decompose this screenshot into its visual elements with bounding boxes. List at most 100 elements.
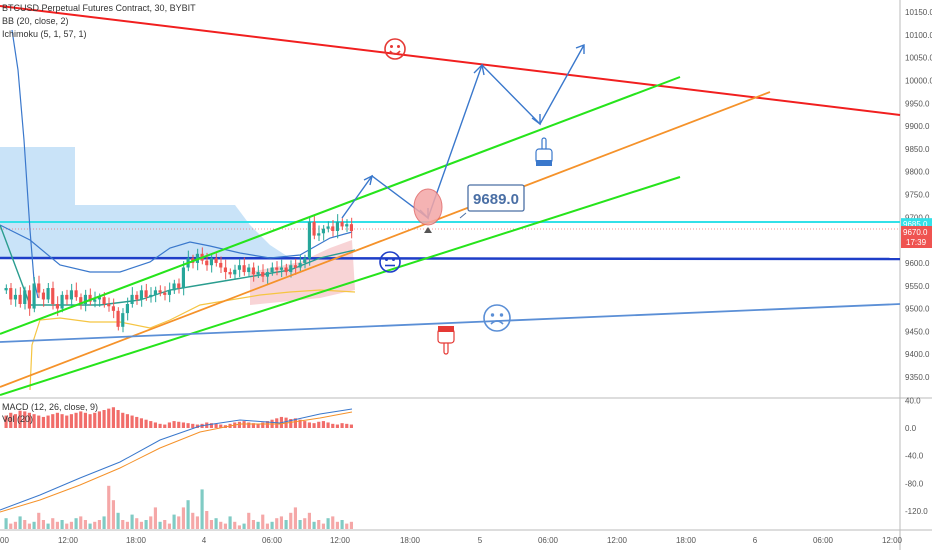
candle-body bbox=[261, 272, 265, 277]
time-tick-label: 18:00 bbox=[400, 536, 421, 545]
volume-bar bbox=[317, 520, 321, 529]
macd-histogram-bar bbox=[18, 410, 22, 428]
symbol-legend: BTCUSD Perpetual Futures Contract, 30, B… bbox=[2, 3, 196, 13]
volume-bar bbox=[116, 512, 120, 529]
channel-upper-line bbox=[0, 76, 681, 335]
volume-bar bbox=[144, 520, 148, 529]
macd-histogram-bar bbox=[111, 407, 115, 428]
price-tick-label: 9850.0 bbox=[905, 145, 930, 154]
candle-body bbox=[214, 258, 218, 263]
time-tick-label: 18:00 bbox=[126, 536, 147, 545]
candle-body bbox=[107, 304, 111, 307]
macd-histogram-bar bbox=[331, 423, 335, 428]
vol-legend: Vol (20) bbox=[2, 414, 34, 424]
candle-body bbox=[340, 221, 344, 227]
macd-histogram-bar bbox=[88, 414, 92, 428]
volume-bar bbox=[51, 518, 55, 529]
horizontal-blue-line bbox=[0, 256, 901, 261]
candle-body bbox=[209, 258, 213, 266]
volume-bar bbox=[153, 507, 157, 529]
macd-histogram-bar bbox=[298, 419, 302, 428]
macd-histogram-bar bbox=[349, 424, 353, 428]
macd-histogram-bar bbox=[51, 414, 55, 428]
candle-body bbox=[205, 260, 209, 266]
volume-bar bbox=[279, 516, 283, 529]
candle-body bbox=[18, 294, 22, 304]
macd-histogram-bar bbox=[125, 414, 129, 428]
price-axis: 10150.0 10100.0 10050.0 10000.0 9950.0 9900.0… bbox=[901, 8, 932, 516]
candle-body bbox=[13, 294, 17, 300]
candle-body bbox=[116, 310, 120, 327]
macd-tick-label: -40.0 bbox=[905, 452, 924, 461]
candle-body bbox=[9, 288, 13, 300]
macd-histogram-bar bbox=[209, 423, 213, 428]
volume-bar bbox=[275, 518, 279, 529]
volume-bar bbox=[107, 485, 111, 529]
candle-body bbox=[303, 258, 307, 263]
price-tick-label: 9900.0 bbox=[905, 122, 930, 131]
macd-histogram-bar bbox=[214, 423, 218, 428]
macd-histogram-bar bbox=[345, 423, 349, 428]
macd-histogram-bar bbox=[251, 423, 255, 428]
volume-bar bbox=[23, 520, 27, 529]
candle-body bbox=[130, 294, 134, 304]
macd-histogram-bar bbox=[163, 424, 167, 428]
volume-bar bbox=[335, 521, 339, 529]
volume-bar bbox=[340, 520, 344, 529]
macd-histogram-bar bbox=[335, 424, 339, 428]
candle-body bbox=[74, 290, 78, 298]
price-tick-label: 9600.0 bbox=[905, 259, 930, 268]
candle-body bbox=[163, 292, 167, 295]
volume-bar bbox=[41, 520, 45, 529]
candle-body bbox=[307, 221, 311, 259]
bb-upper-band bbox=[0, 224, 353, 273]
macd-histogram-bar bbox=[195, 424, 199, 428]
volume-bar bbox=[284, 520, 288, 529]
price-tick-label: 9450.0 bbox=[905, 327, 930, 336]
volume-bar bbox=[55, 521, 59, 529]
candle-body bbox=[289, 265, 293, 273]
time-tick-label: 6 bbox=[753, 536, 758, 545]
volume-bar bbox=[195, 516, 199, 529]
time-tick-label: 12:00 bbox=[330, 536, 351, 545]
candle-body bbox=[149, 294, 153, 298]
volume-bar bbox=[139, 521, 143, 529]
volume-bar bbox=[125, 521, 129, 529]
volume-bar bbox=[209, 520, 213, 529]
resistance-line bbox=[0, 5, 901, 116]
macd-histogram-bar bbox=[55, 412, 59, 428]
macd-histogram-bar bbox=[83, 412, 87, 428]
macd-histogram-bar bbox=[9, 412, 13, 428]
volume-bar bbox=[69, 521, 73, 529]
time-tick-label: 06:00 bbox=[262, 536, 283, 545]
volume-bar bbox=[251, 520, 255, 529]
time-tick-label: 18:00 bbox=[676, 536, 697, 545]
candle-body bbox=[60, 294, 64, 309]
time-tick-label: 12:00 bbox=[607, 536, 628, 545]
macd-histogram-bar bbox=[13, 414, 17, 428]
candle-body bbox=[121, 313, 125, 327]
volume-bar bbox=[228, 516, 232, 529]
macd-line bbox=[0, 408, 353, 511]
candle-body bbox=[139, 290, 143, 300]
volume-bar bbox=[265, 523, 269, 529]
volume-bar bbox=[32, 521, 36, 529]
volume-bar bbox=[121, 520, 125, 529]
volume-bar bbox=[233, 521, 237, 529]
volume-bar bbox=[326, 518, 330, 529]
candle-body bbox=[181, 267, 185, 289]
volume-bar bbox=[93, 521, 97, 529]
candle-body bbox=[317, 233, 321, 236]
macd-histogram-bar bbox=[167, 422, 171, 428]
volume-bar bbox=[79, 516, 83, 529]
callout-pointer bbox=[459, 212, 467, 219]
time-tick-label: 06:00 bbox=[813, 536, 834, 545]
price-tick-label: 10150.0 bbox=[905, 8, 932, 17]
macd-histogram-bar bbox=[107, 408, 111, 428]
macd-histogram-bar bbox=[74, 412, 78, 428]
macd-histogram-bar bbox=[261, 422, 265, 428]
volume-bar bbox=[97, 520, 101, 529]
candle-body bbox=[32, 283, 36, 309]
macd-histogram-bar bbox=[191, 423, 195, 428]
